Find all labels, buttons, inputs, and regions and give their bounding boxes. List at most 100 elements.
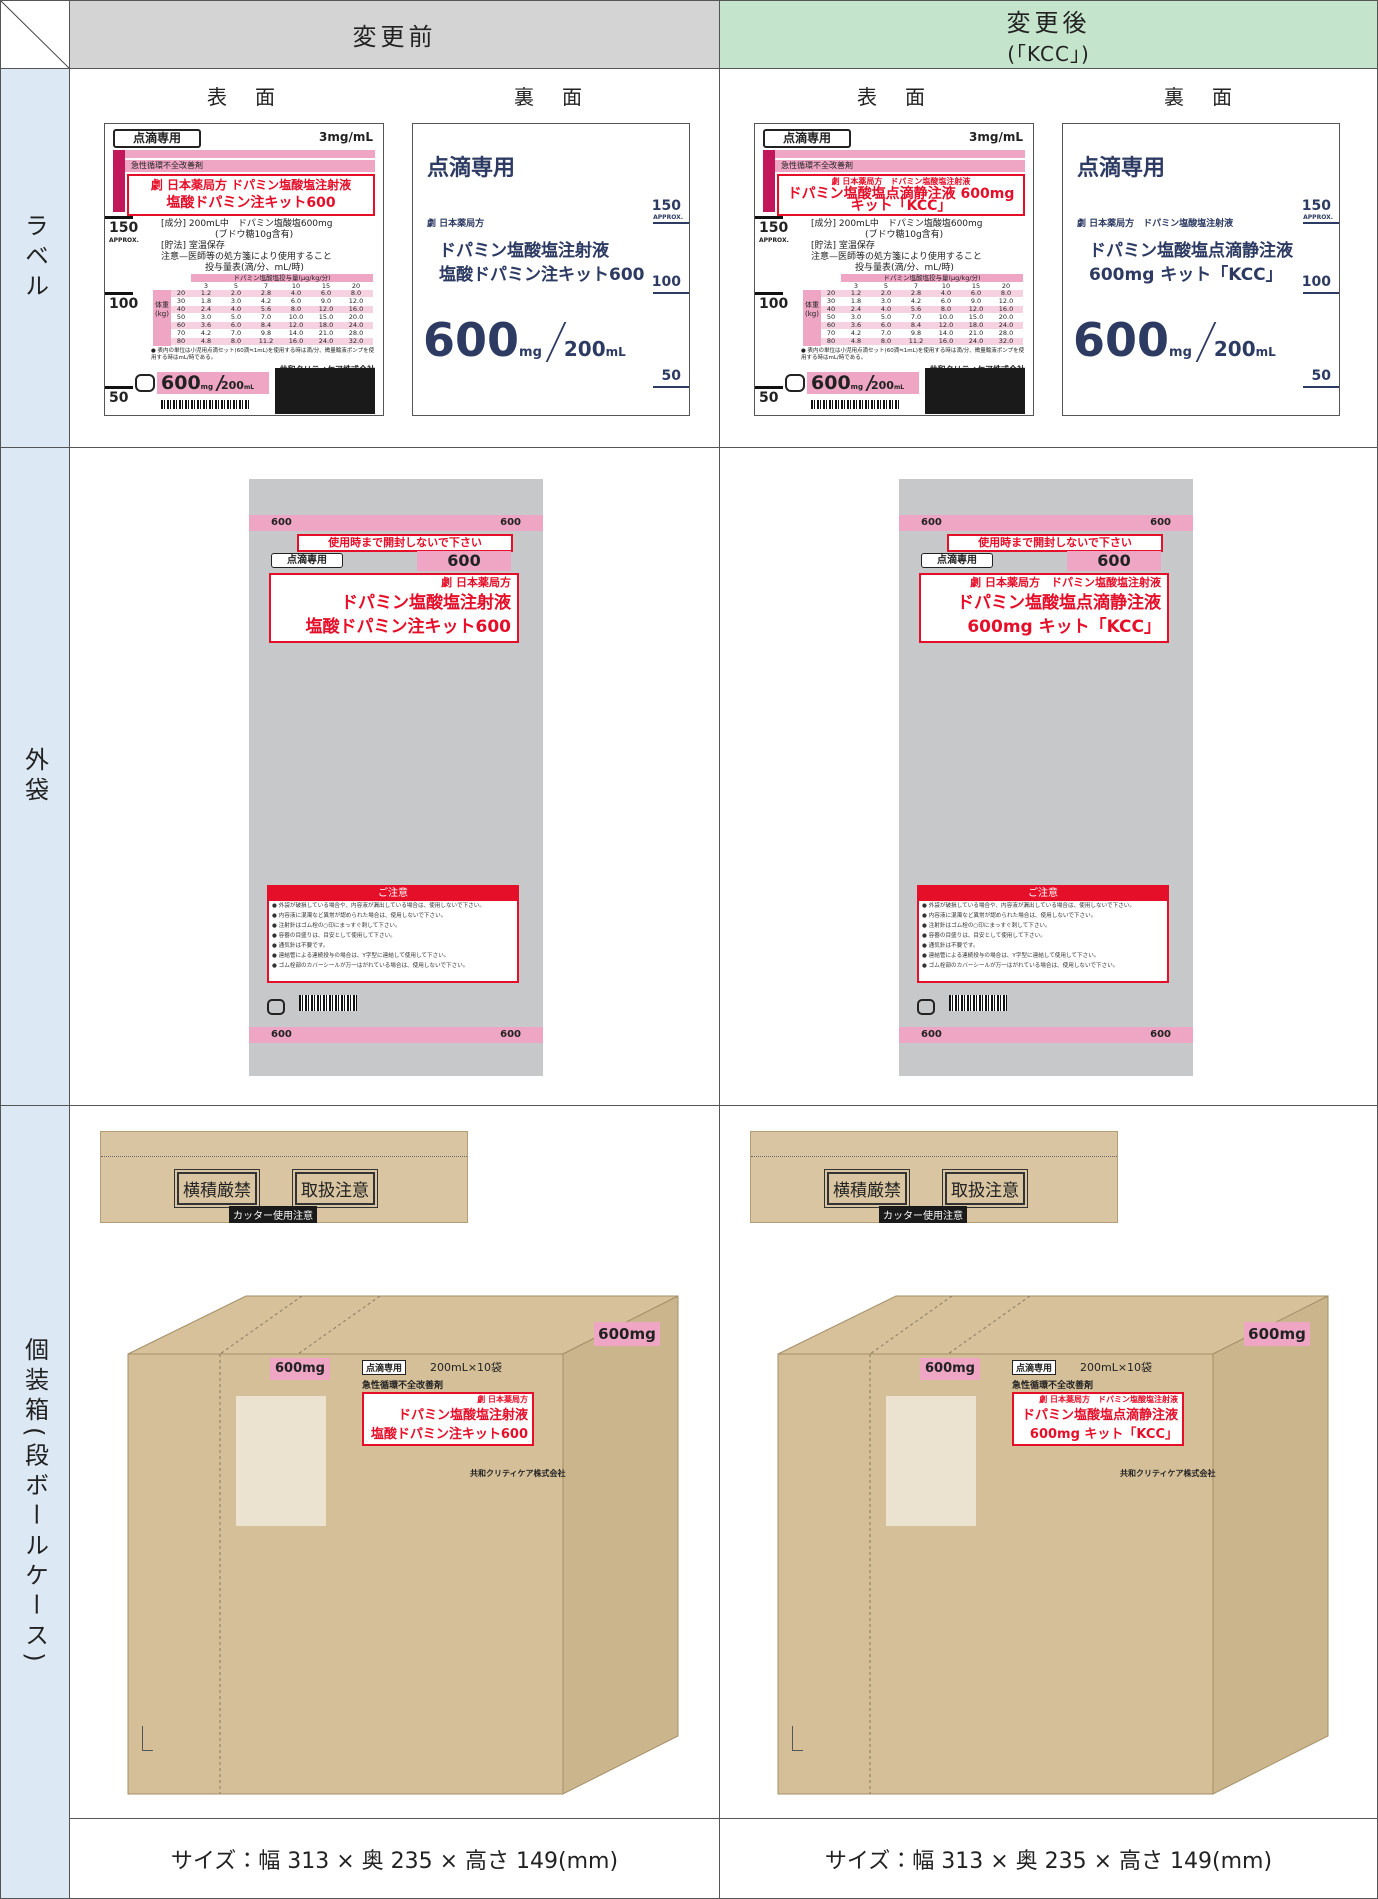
- name-line: 塩酸ドパミン注キット600: [305, 617, 512, 637]
- table-value: 3.0: [880, 297, 892, 305]
- dose-unit: mg: [200, 383, 213, 391]
- table-value: 8.0: [230, 337, 242, 345]
- table-value: 5.6: [910, 305, 922, 313]
- table-value: 2.4: [850, 305, 862, 313]
- band-mark: 600: [921, 1029, 942, 1040]
- table-value: 28.0: [998, 329, 1014, 337]
- name-line: 劇 日本薬局方: [427, 219, 485, 229]
- table-value: 4.2: [200, 329, 212, 337]
- table-value: 18.0: [968, 321, 984, 329]
- box-fold: [947, 1295, 1031, 1355]
- table-value: 7.0: [910, 313, 922, 321]
- scale-label: 50: [759, 390, 779, 406]
- caution-item: ● ゴム栓部のカバーシールが万一はがれている場合は、使用しないで下さい。: [922, 963, 1119, 969]
- small-label: [236, 1396, 326, 1526]
- dose-number: 600: [811, 372, 851, 394]
- top-strength: 600mg: [594, 1322, 660, 1346]
- table-value: 2.8: [260, 289, 272, 297]
- table-value: 20.0: [998, 313, 1014, 321]
- name-line: ドパミン塩酸塩注射液: [341, 593, 511, 613]
- dose-box: 600mg 200mL: [807, 372, 919, 394]
- scale-line: [653, 292, 689, 294]
- table-value: 50: [176, 313, 186, 321]
- name-line: ドパミン塩酸塩点滴静注液 600mg: [787, 186, 1015, 202]
- table-value: 3.0: [850, 313, 862, 321]
- name-box: 劇 日本薬局方 ドパミン塩酸塩注射液 塩酸ドパミン注キット600: [269, 573, 519, 643]
- row-label-cell: ラベル: [0, 68, 70, 448]
- table-row-bg: [821, 330, 1023, 337]
- header-title: 変更前: [352, 23, 437, 51]
- table-col: 5: [233, 282, 239, 290]
- name-line: ドパミン塩酸塩点滴静注液: [1021, 1408, 1178, 1423]
- scale-label: 100: [759, 296, 789, 312]
- table-value: 3.0: [200, 313, 212, 321]
- box-cell: 横積厳禁 取扱注意 カッター使用注意 600mg 600mg 点滴専用 200mL×10袋急…: [69, 1105, 720, 1819]
- caution-title: ご注意: [269, 887, 517, 901]
- table-value: 8.4: [910, 321, 922, 329]
- scale-line: [105, 386, 133, 389]
- box-fold: [297, 1295, 381, 1355]
- tag: 点滴専用: [1077, 156, 1166, 181]
- size-text: サイズ：幅 313 × 奥 235 × 高さ 149(mm): [824, 1848, 1273, 1874]
- table-title: ドパミン塩酸塩投与量(μg/kg/分): [191, 274, 373, 282]
- pink-band: [249, 1027, 543, 1043]
- name-line: 塩酸ドパミン注キット600: [439, 265, 645, 285]
- band-mark: 600: [500, 1029, 521, 1040]
- table-value: 24.0: [348, 321, 364, 329]
- pink-band: [775, 150, 1025, 158]
- table-row-bg: [171, 314, 373, 321]
- recycle-icon: [267, 999, 285, 1015]
- table-value: 40: [826, 305, 836, 313]
- caution-item: ● 連結管による連続投与の場合は、Y字型に連結して使用して下さい。: [922, 953, 1100, 959]
- scale-label: 150: [109, 220, 139, 236]
- recycle-icon: [917, 999, 935, 1015]
- label-cell: 表 面 裏 面点滴専用 3mg/mL 急性循環不全改善剤劇 日本薬局方 ドパミン塩酸塩…: [719, 68, 1378, 448]
- scale-line: [755, 216, 783, 219]
- table-value: 6.0: [880, 321, 892, 329]
- handling-mark: 取扱注意: [942, 1169, 1028, 1208]
- recycle-icon: [785, 374, 805, 392]
- front-title: 表 面: [857, 85, 929, 109]
- table-value: 6.0: [940, 297, 952, 305]
- table-value: 70: [176, 329, 186, 337]
- dose: 600mg 200mL: [423, 310, 626, 383]
- box-cell: 横積厳禁 取扱注意 カッター使用注意 600mg 600mg 点滴専用 200mL×10袋急…: [719, 1105, 1378, 1819]
- table-value: 1.2: [200, 289, 212, 297]
- name-line: 塩酸ドパミン注キット600: [370, 1427, 528, 1442]
- table-value: 40: [176, 305, 186, 313]
- scale-approx: APPROX.: [1303, 214, 1333, 221]
- small-label: [886, 1396, 976, 1526]
- caution-item: ● ゴム栓部のカバーシールが万一はがれている場合は、使用しないで下さい。: [272, 963, 469, 969]
- table-value: 70: [826, 329, 836, 337]
- band-mark: 600: [500, 517, 521, 528]
- table-row-bg: [171, 290, 373, 297]
- barcode: [161, 400, 251, 409]
- header-title: 変更後: [1006, 8, 1091, 37]
- row-label: ラベル: [20, 213, 49, 303]
- dose-volume: 200: [563, 337, 606, 361]
- pink-band: [899, 515, 1193, 531]
- table-value: 11.2: [908, 337, 924, 345]
- tag: 点滴専用: [113, 129, 201, 148]
- tag: 点滴専用: [763, 129, 851, 148]
- strength: 600: [417, 551, 511, 571]
- table-row-bg: [821, 314, 1023, 321]
- table-value: 12.0: [288, 321, 304, 329]
- back-label: 点滴専用劇 日本薬局方 ドパミン塩酸塩注射液 ドパミン塩酸塩点滴静注液 600mg …: [1062, 123, 1340, 416]
- composition-line: 注意—医師等の処方箋により使用すること: [811, 252, 982, 262]
- label-cell: 表 面 裏 面点滴専用 3mg/mL 急性循環不全改善剤劇 日本薬局方 ドパミン塩酸塩…: [69, 68, 720, 448]
- dose-number: 600: [161, 372, 201, 394]
- band-mark: 600: [271, 1029, 292, 1040]
- dose-volume: 200: [220, 379, 244, 392]
- table-value: 8.4: [260, 321, 272, 329]
- pink-band: [899, 1027, 1193, 1043]
- note: ● 表内の単位は小児用点滴セット(60滴≒1mL)を使用する時は滴/分、微量輸液…: [151, 348, 375, 361]
- name-box: 劇 日本薬局方 ドパミン塩酸塩注射液 塩酸ドパミン注キット600: [127, 174, 375, 216]
- lot-box: [275, 368, 375, 414]
- barcode: [299, 995, 357, 1011]
- table-value: 8.0: [290, 305, 302, 313]
- dose: 600mg 200mL: [1073, 310, 1276, 383]
- note: ● 表内の単位は小児用点滴セット(60滴≒1mL)を使用する時は滴/分、微量輸液…: [801, 348, 1025, 361]
- header-subtitle: (「KCC」): [1007, 41, 1090, 66]
- scale-line: [105, 216, 133, 219]
